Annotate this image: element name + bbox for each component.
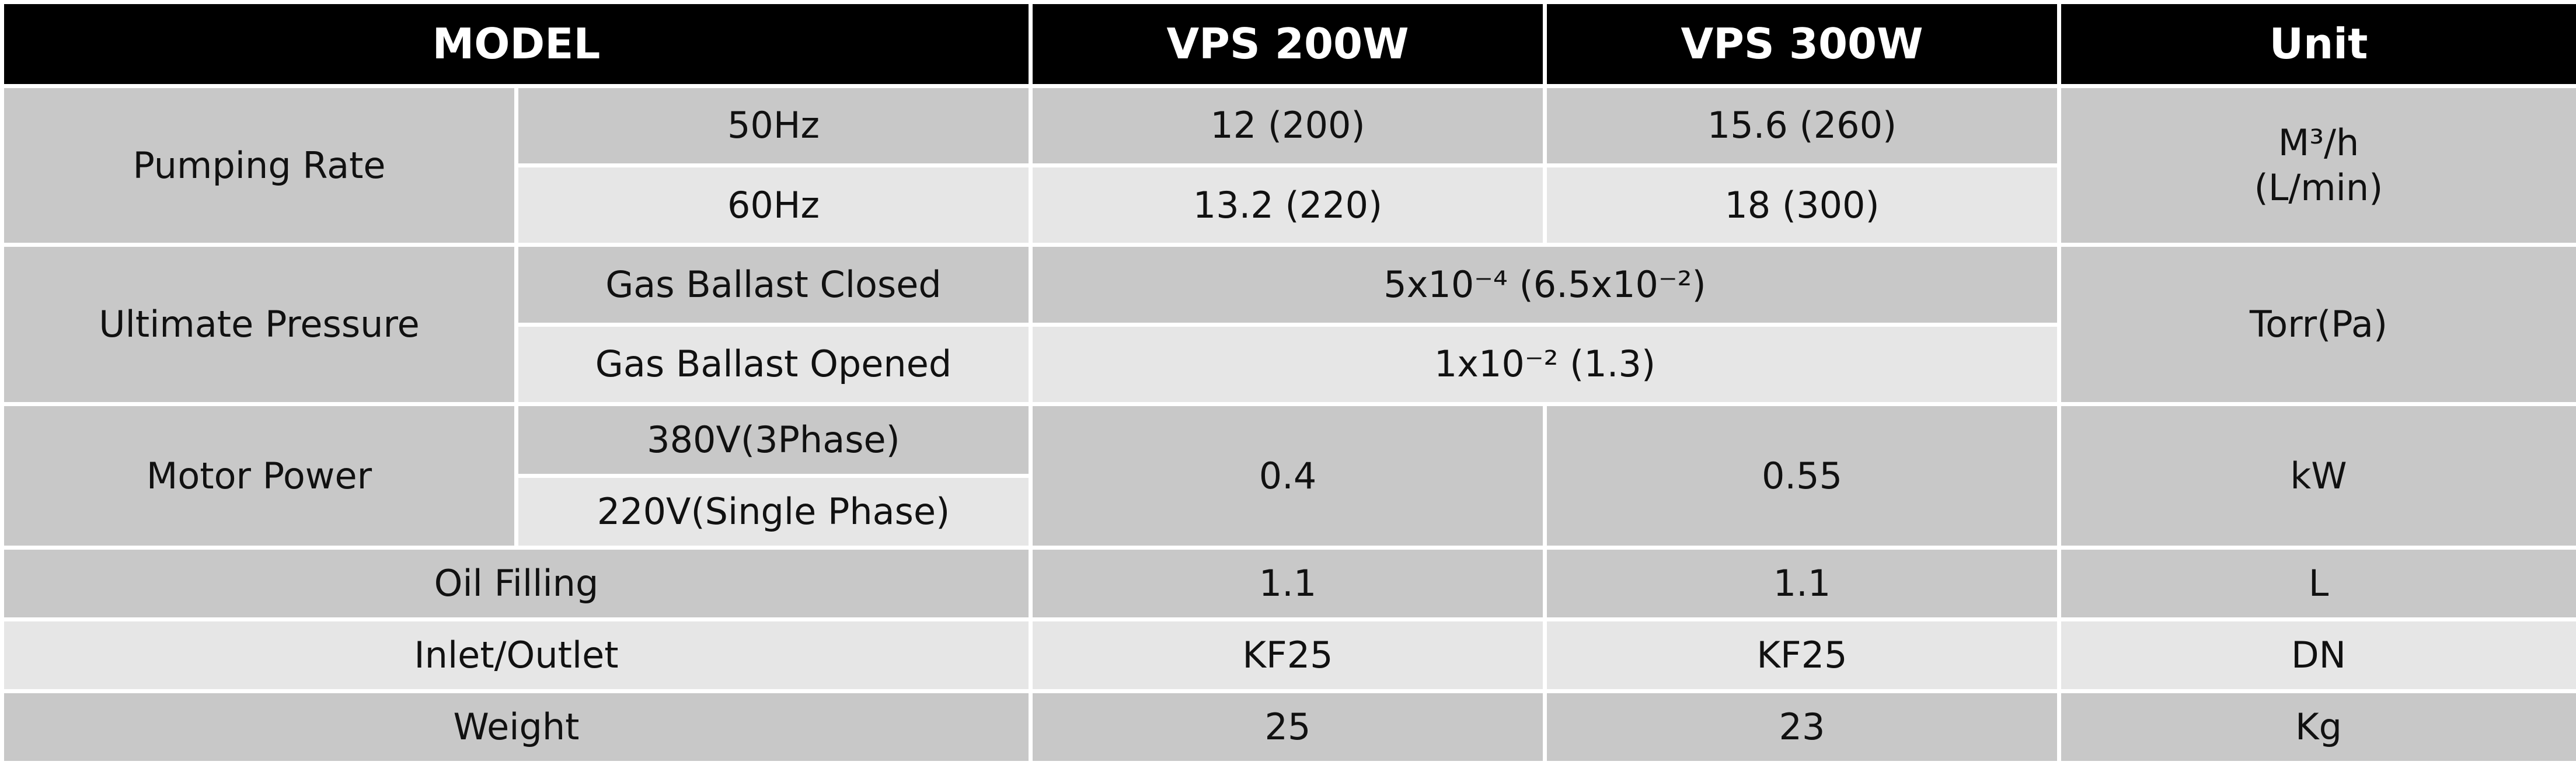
- unit-cell: Torr(Pa): [2057, 243, 2576, 406]
- row: Pumping Rate 50Hz 12 (200) 15.6 (260) M³…: [0, 83, 2576, 247]
- row: Oil Filling 1.1 1.1 L: [0, 545, 2576, 621]
- unit-cell: kW: [2057, 401, 2576, 550]
- cell: 60Hz: [514, 163, 1033, 247]
- header-cell: MODEL: [0, 0, 1033, 88]
- row-label: Weight: [0, 689, 1033, 765]
- unit-cell: Kg: [2057, 689, 2576, 765]
- row-label: Pumping Rate: [0, 83, 518, 247]
- row: Gas Ballast Opened 1x10⁻² (1.3): [2, 322, 2576, 406]
- row: Ultimate Pressure Gas Ballast Closed 5x1…: [0, 243, 2576, 406]
- cell: 25: [1029, 689, 1547, 765]
- cell: 23: [1543, 689, 2061, 765]
- cell: 1x10⁻² (1.3): [1029, 322, 2061, 406]
- unit-cell: DN: [2057, 617, 2576, 693]
- header-cell: Unit: [2057, 0, 2576, 88]
- cell: 1.1: [1543, 545, 2061, 621]
- cell: 5x10⁻⁴ (6.5x10⁻²): [1029, 243, 2061, 327]
- unit: (L/min): [2254, 166, 2383, 209]
- header-row: MODEL VPS 200W VPS 300W Unit: [0, 0, 2576, 88]
- cell: Gas Ballast Opened: [514, 322, 1033, 406]
- unit: M³/h: [2278, 121, 2359, 164]
- cell: 220V(Single Phase): [514, 473, 1033, 550]
- cell: 15.6 (260): [1543, 83, 2061, 167]
- cell: 0.4: [1029, 401, 1547, 550]
- row-label: Ultimate Pressure: [0, 243, 518, 406]
- unit-cell: M³/h (L/min): [2057, 83, 2576, 247]
- cell: KF25: [1029, 617, 1547, 693]
- row: Weight 25 23 Kg: [0, 689, 2576, 765]
- row-label: Motor Power: [0, 401, 518, 550]
- row-label: Inlet/Outlet: [0, 617, 1033, 693]
- cell: 12 (200): [1029, 83, 1547, 167]
- cell: 13.2 (220): [1029, 163, 1547, 247]
- row: Motor Power 380V(3Phase) 0.4 0.55 kW: [0, 401, 2576, 550]
- row: 220V(Single Phase): [2, 473, 2576, 550]
- cell: 380V(3Phase): [514, 401, 1033, 478]
- header-cell: VPS 200W: [1029, 0, 1547, 88]
- cell: 50Hz: [514, 83, 1033, 167]
- row: Inlet/Outlet KF25 KF25 DN: [0, 617, 2576, 693]
- unit-cell: L: [2057, 545, 2576, 621]
- cell: 0.55: [1543, 401, 2061, 550]
- row-label: Oil Filling: [0, 545, 1033, 621]
- cell: KF25: [1543, 617, 2061, 693]
- cell: 18 (300): [1543, 163, 2061, 247]
- cell: Gas Ballast Closed: [514, 243, 1033, 327]
- row: 60Hz 13.2 (220) 18 (300): [2, 163, 2576, 247]
- header-cell: VPS 300W: [1543, 0, 2061, 88]
- cell: 1.1: [1029, 545, 1547, 621]
